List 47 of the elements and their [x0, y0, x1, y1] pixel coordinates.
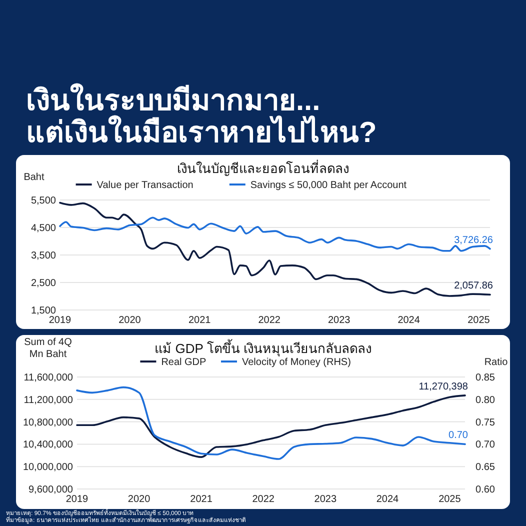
y2-tick-label: 0.60: [476, 484, 496, 496]
legend-label: Savings ≤ 50,000 Baht per Account: [250, 180, 407, 191]
y2-tick-label: 0.80: [476, 394, 496, 406]
legend-label: Real GDP: [161, 357, 207, 368]
data-label: 0.70: [448, 430, 468, 442]
y-axis-title: Sum of 4Q Mn Baht: [24, 337, 72, 360]
y-tick-label: 10,400,000: [22, 440, 74, 451]
y2-tick-label: 0.65: [476, 462, 496, 474]
chart-title: แม้ GDP โตขึ้น เงินหมุนเวียนกลับลดลง: [154, 339, 372, 357]
x-tick-label: 2023: [328, 315, 351, 326]
chart-title: เงินในบัญชีและยอดโอนที่ลดลง: [177, 160, 349, 176]
x-tick-label: 2019: [48, 315, 72, 326]
data-label: 3,726.26: [454, 234, 494, 246]
y2-tick-label: 0.75: [476, 417, 496, 428]
x-tick-label: 2021: [190, 494, 213, 505]
y-tick-label: 5,500: [30, 196, 56, 206]
y2-tick-label: 0.70: [476, 440, 496, 451]
legend-label: Value per Transaction: [96, 180, 194, 191]
y-tick-label: 11,200,000: [24, 394, 74, 406]
x-tick-label: 2019: [66, 494, 89, 505]
x-tick-label: 2024: [376, 494, 400, 505]
y2-tick-label: 0.85: [476, 372, 496, 384]
x-tick-label: 2024: [398, 315, 420, 326]
x-tick-label: 2020: [118, 315, 142, 326]
data-label: 11,270,398: [418, 381, 468, 392]
y-tick-label: 9,600,000: [28, 484, 74, 496]
y-axis-title: Baht: [24, 172, 45, 183]
text: เงินในระบบมีมากมาย... แต่เงินในมือเราหายไปไหน?: [26, 83, 377, 149]
y-tick-label: 11,600,000: [24, 372, 74, 384]
y2-axis-title: Ratio: [484, 357, 508, 368]
x-tick-label: 2025: [468, 315, 490, 326]
line-series: [59, 216, 491, 252]
y-tick-label: 1,500: [30, 306, 56, 316]
line-series: [59, 202, 491, 297]
x-tick-label: 2022: [258, 315, 281, 326]
x-tick-label: 2021: [188, 315, 212, 326]
x-tick-label: 2023: [314, 494, 337, 505]
y-tick-label: 3,500: [30, 250, 56, 262]
x-tick-label: 2022: [252, 494, 275, 505]
y-tick-label: 10,000,000: [22, 462, 74, 474]
x-tick-label: 2025: [438, 494, 462, 505]
data-label: 2,057.86: [454, 280, 494, 292]
legend-label: Velocity of Money (RHS): [242, 357, 351, 368]
y-tick-label: 4,500: [30, 223, 56, 234]
y-tick-label: 2,500: [30, 278, 56, 289]
y-tick-label: 10,800,000: [22, 417, 74, 428]
x-tick-label: 2020: [128, 494, 151, 505]
